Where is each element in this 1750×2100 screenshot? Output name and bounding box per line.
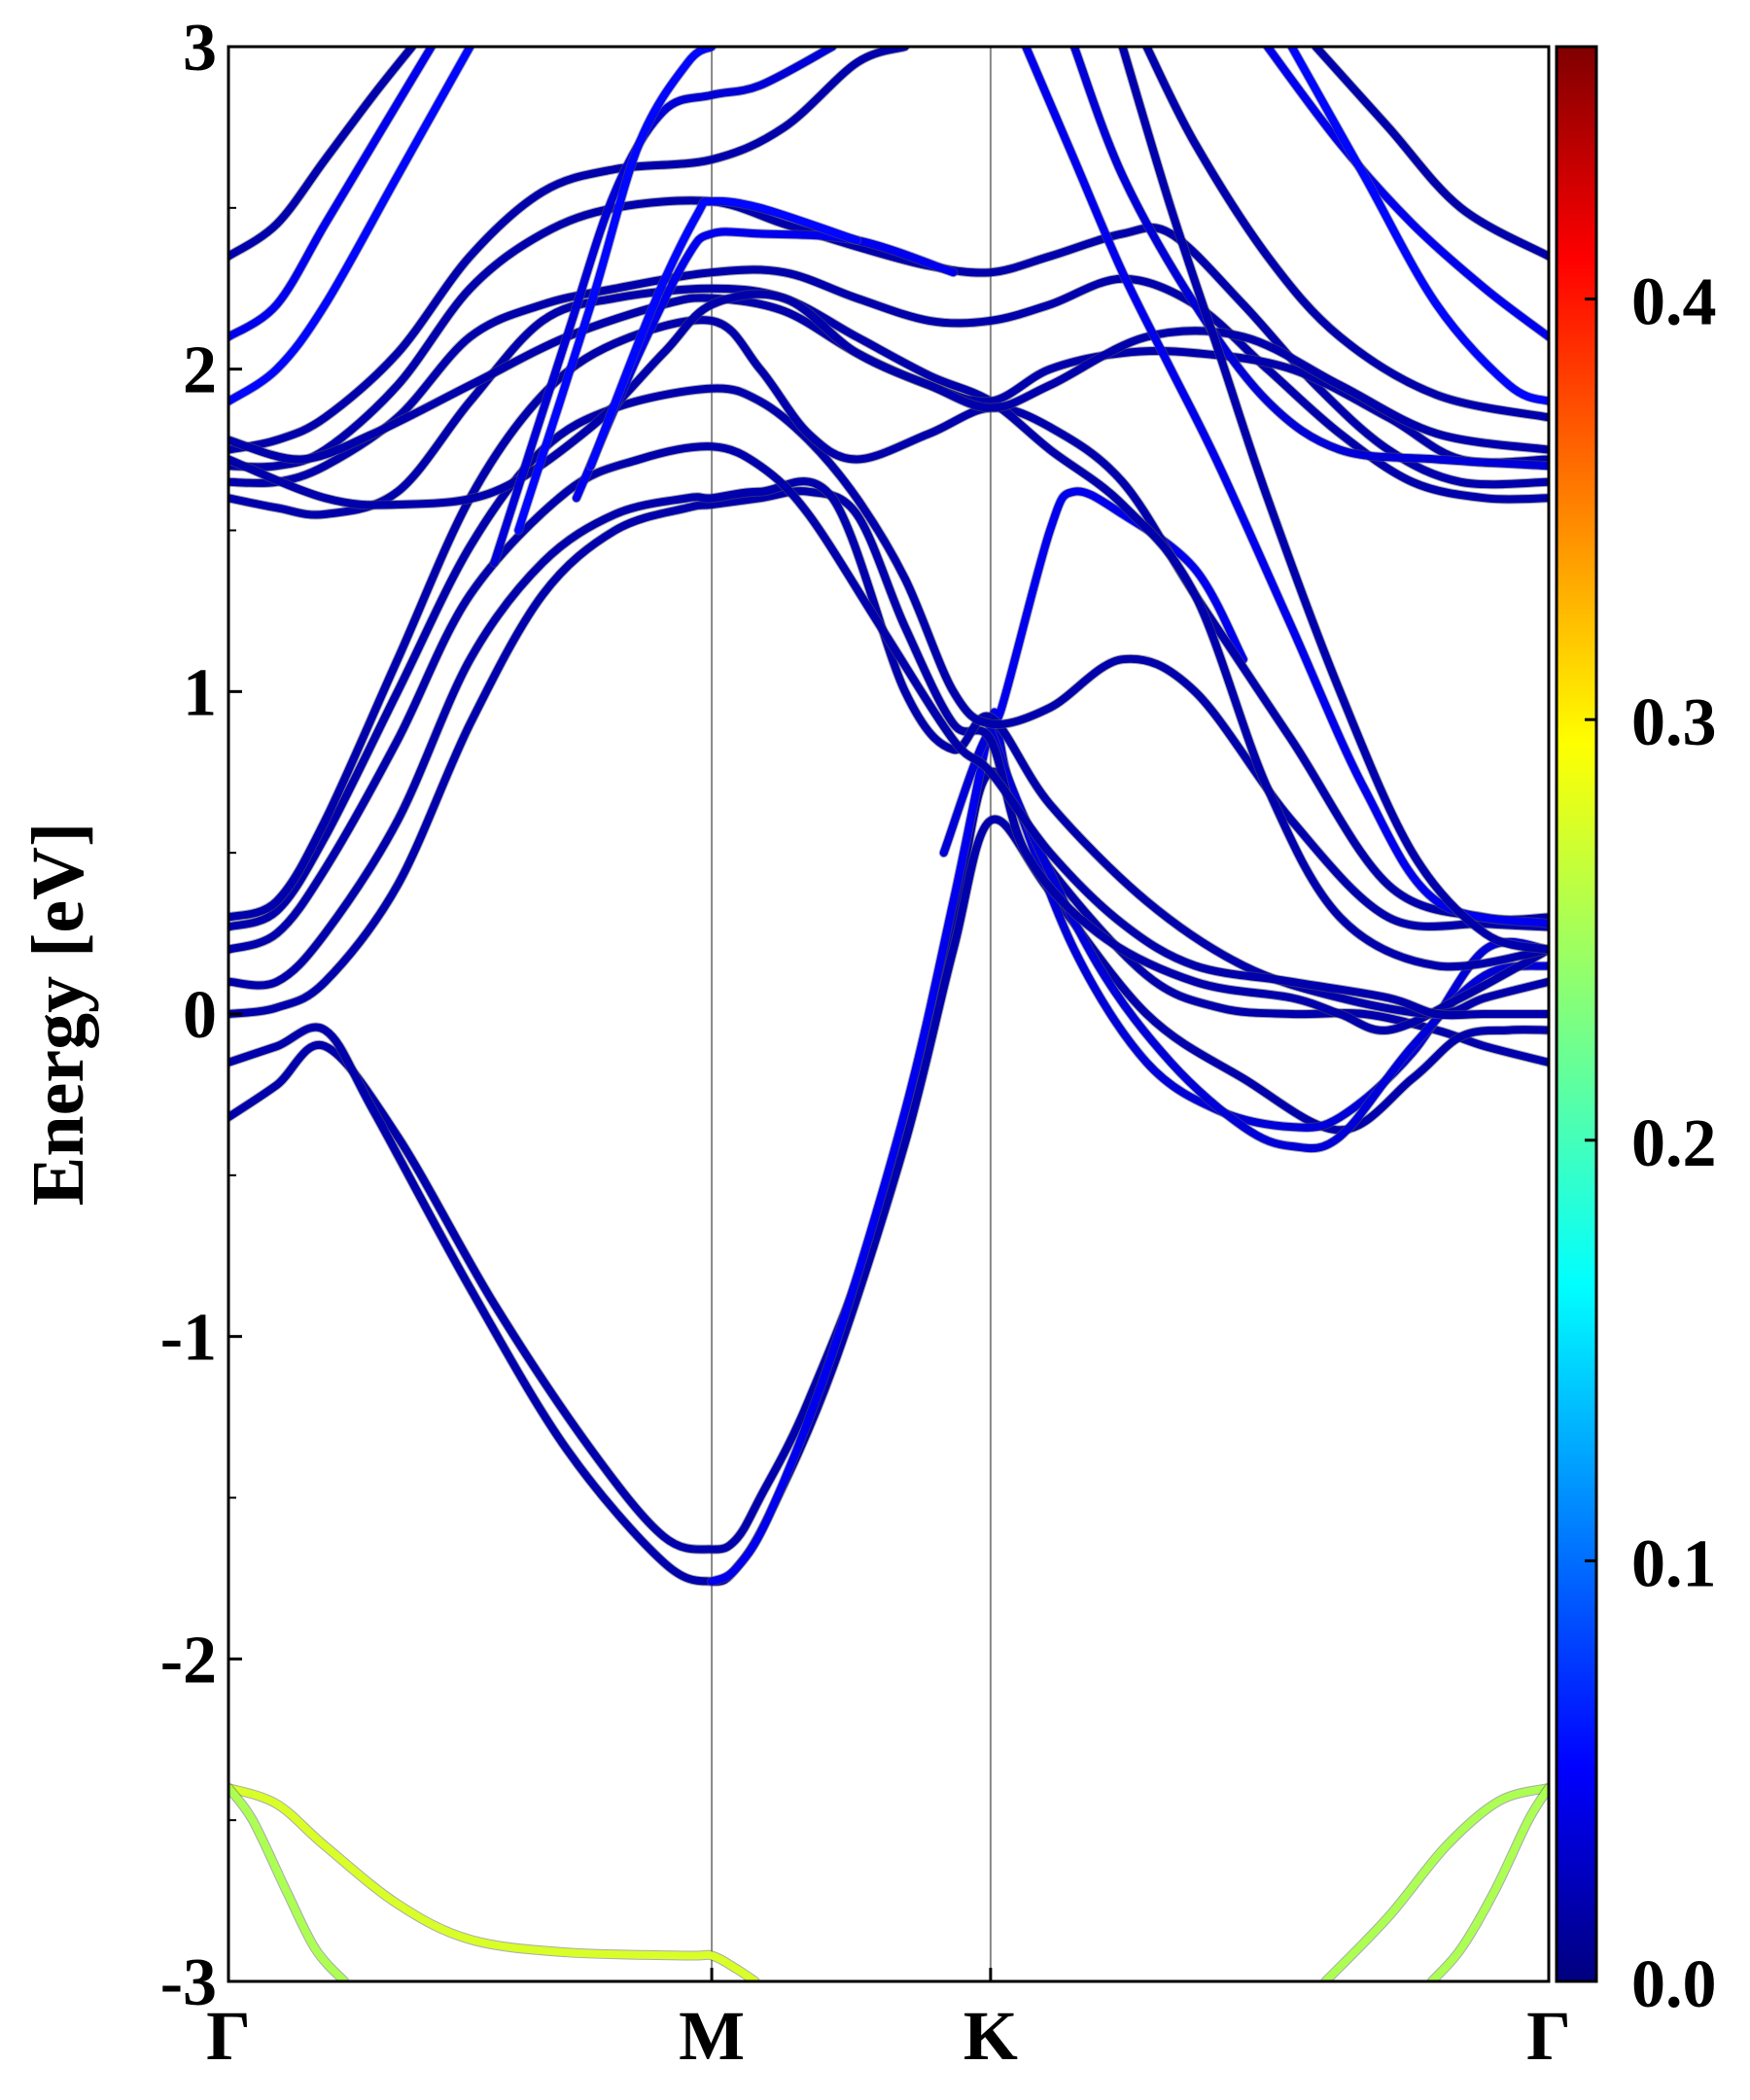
band-27 [1069,47,1549,471]
y-tick-label: 0 [183,978,217,1053]
band-2 [1321,1784,1549,1981]
x-tick-label: Γ [1526,1997,1571,2075]
band-26 [514,47,717,535]
band-28 [1142,47,1549,422]
band-29 [1263,47,1549,341]
band-16 [228,196,1549,489]
y-tick-label: 2 [183,333,217,408]
band-20 [228,47,474,405]
x-tick-label: M [679,1997,745,2075]
band-32 [1022,47,1549,928]
band-24 [586,196,861,471]
band-outline-20 [228,47,475,406]
colorbar-tick-label: 0.1 [1631,1526,1717,1601]
x-tick-label: K [963,1997,1018,2075]
band-15 [228,265,1549,504]
y-tick-label: -2 [160,1623,217,1698]
band-lines [228,47,1549,1981]
band-6 [708,487,1247,1586]
colorbar-tick-label: 0.3 [1631,685,1717,760]
band-14 [228,284,1549,971]
band-outline-6 [707,486,1248,1587]
colorbar-tick-label: 0.0 [1631,1947,1717,2022]
y-tick-label: 1 [183,655,217,730]
band-33 [1118,47,1549,954]
band-19 [228,290,1549,509]
y-axis-ticks: -3 -2 -1 0 1 2 3 [160,11,242,2020]
colorbar-gradient [1555,45,1598,1983]
band-21 [228,47,436,341]
colorbar: 0.0 0.1 0.2 0.3 0.4 [1555,45,1717,2022]
band-13 [228,316,1549,924]
band-0 [228,1784,759,1981]
band-10 [228,477,1549,1018]
plot-area: -3 -2 -1 0 1 2 3 Γ M K Γ Energy [eV] [18,11,1571,2075]
band-31 [1287,47,1549,405]
high-symmetry-lines [711,47,992,1981]
band-11 [228,442,1549,1020]
band-3 [1427,1784,1549,1981]
band-1 [228,1784,349,1981]
band-9 [228,487,1549,1034]
colorbar-tick-label: 0.4 [1631,265,1717,340]
y-tick-label: 3 [183,11,217,86]
y-tick-label: -3 [160,1945,217,2020]
band-30 [1312,47,1549,261]
y-axis-label: Energy [eV] [18,822,99,1207]
band-22 [228,47,416,261]
colorbar-ticks: 0.0 0.1 0.2 0.3 0.4 [1585,265,1717,2022]
band-17 [228,47,909,454]
band-outline-29 [1262,47,1549,342]
band-outline-31 [1286,47,1549,406]
x-tick-label: Γ [206,1997,251,2075]
y-tick-label: -1 [160,1301,217,1376]
colorbar-tick-label: 0.2 [1631,1106,1717,1181]
